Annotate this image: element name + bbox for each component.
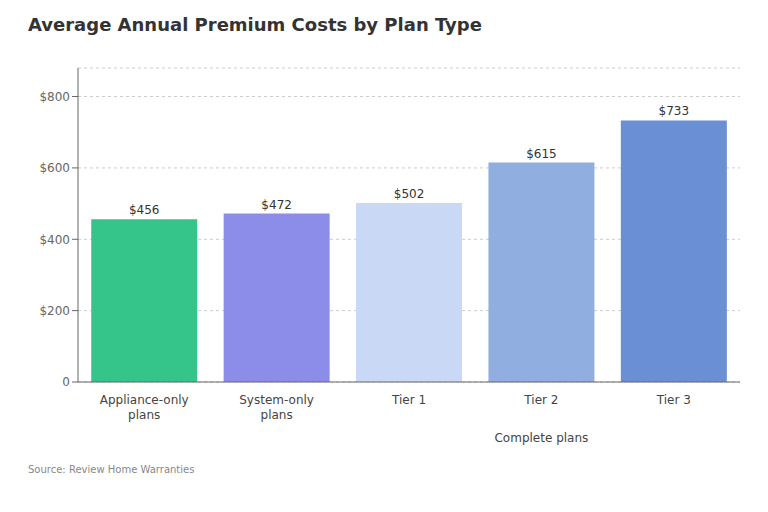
svg-text:Tier 3: Tier 3	[656, 393, 691, 407]
svg-text:Tier 2: Tier 2	[523, 393, 558, 407]
svg-text:$733: $733	[659, 104, 690, 118]
svg-text:Complete plans: Complete plans	[494, 431, 588, 445]
svg-text:$400: $400	[39, 233, 70, 247]
html-text:Average Annual Premium Costs b: Average Annual Premium Costs by Plan Typ…	[28, 14, 482, 35]
svg-text:$600: $600	[39, 161, 70, 175]
svg-text:Tier 1: Tier 1	[391, 393, 426, 407]
svg-text:$456: $456	[129, 203, 160, 217]
svg-text:$800: $800	[39, 90, 70, 104]
svg-text:$200: $200	[39, 304, 70, 318]
svg-text:$472: $472	[261, 198, 292, 212]
html-text:Source: Review Home Warranties: Source: Review Home Warranties	[28, 464, 195, 475]
svg-text:$615: $615	[526, 147, 557, 161]
svg-text:0: 0	[62, 375, 70, 389]
svg-text:$502: $502	[394, 187, 425, 201]
svg-text:Appliance-onlyplans: Appliance-onlyplans	[100, 393, 189, 422]
svg-text:System-onlyplans: System-onlyplans	[239, 393, 314, 422]
